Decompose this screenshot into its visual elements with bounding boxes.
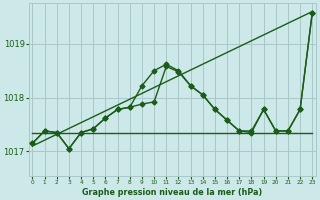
X-axis label: Graphe pression niveau de la mer (hPa): Graphe pression niveau de la mer (hPa) [82,188,262,197]
